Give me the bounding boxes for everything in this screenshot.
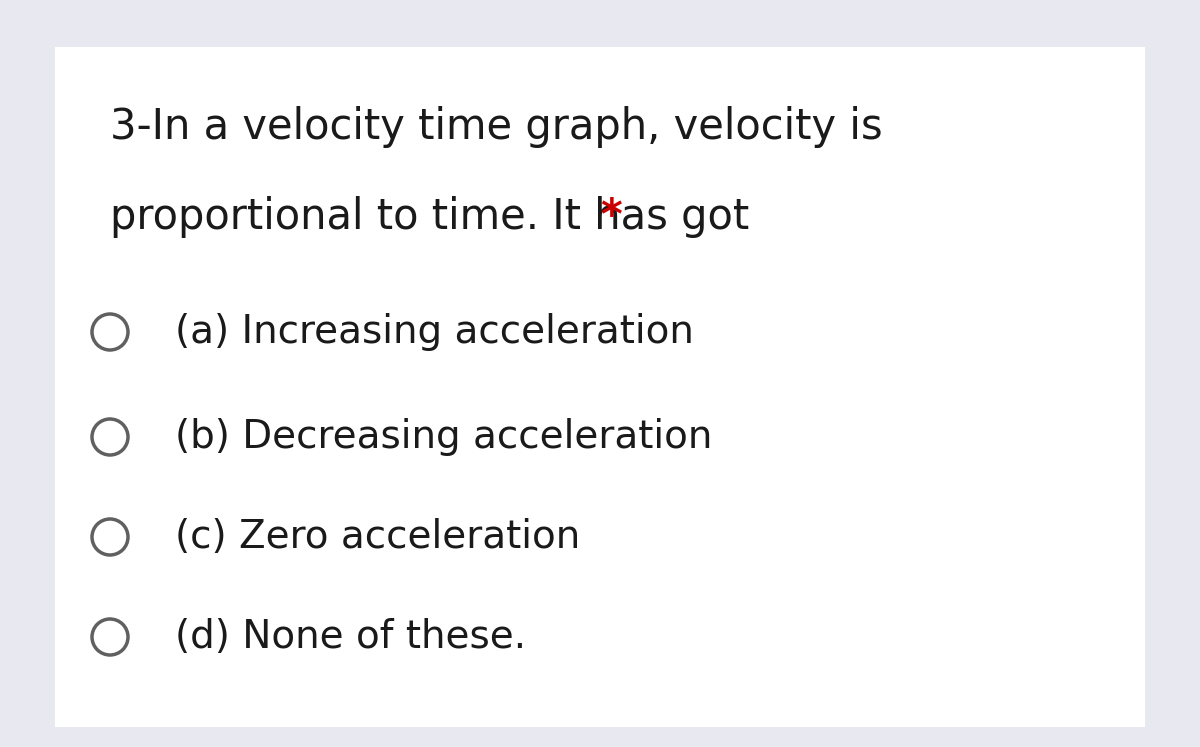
Text: (b) Decreasing acceleration: (b) Decreasing acceleration	[175, 418, 713, 456]
Circle shape	[92, 619, 128, 655]
Text: proportional to time. It has got: proportional to time. It has got	[110, 196, 762, 238]
Circle shape	[92, 314, 128, 350]
Text: (a) Increasing acceleration: (a) Increasing acceleration	[175, 313, 694, 351]
FancyBboxPatch shape	[55, 47, 1145, 727]
Text: (c) Zero acceleration: (c) Zero acceleration	[175, 518, 581, 556]
Text: 3-In a velocity time graph, velocity is: 3-In a velocity time graph, velocity is	[110, 106, 883, 148]
Circle shape	[92, 519, 128, 555]
Circle shape	[92, 419, 128, 455]
Text: *: *	[600, 196, 622, 238]
Text: (d) None of these.: (d) None of these.	[175, 618, 526, 656]
